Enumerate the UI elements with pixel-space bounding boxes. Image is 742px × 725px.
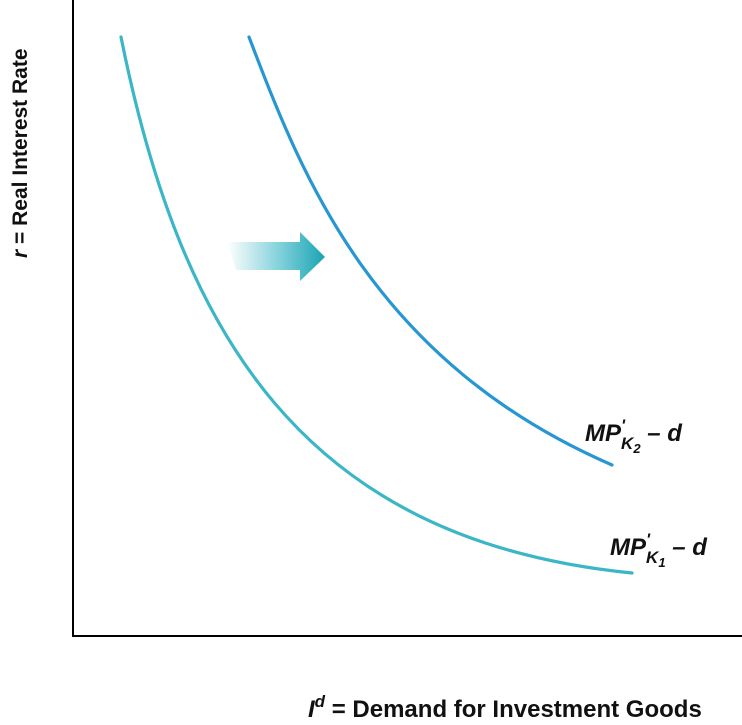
shift-right-arrow — [227, 232, 325, 281]
curve-label-k1-sub-letter: K — [646, 548, 660, 567]
curve-label-k1: MP' K1 – d — [610, 530, 708, 570]
y-axis-text: = Real Interest Rate — [9, 48, 32, 249]
curve-label-k1-main: MP — [610, 534, 647, 561]
x-axis-superscript: d — [315, 692, 326, 711]
curve-label-k2: MP' K2 – d — [585, 416, 683, 456]
curve-label-k2-sub-letter: K — [621, 434, 635, 453]
y-axis-variable: r — [9, 248, 32, 258]
curve-label-k2-tail: – d — [641, 420, 684, 447]
curve-label-k1-prime: ' — [646, 530, 651, 549]
curve-label-k1-sub-digit: 1 — [658, 555, 665, 570]
curve-label-k2-sub-digit: 2 — [632, 441, 641, 456]
y-axis-label: r = Real Interest Rate — [9, 48, 32, 258]
x-axis-label: Id = Demand for Investment Goods — [308, 692, 702, 723]
curve-label-k2-main: MP — [585, 420, 622, 447]
curve-label-k2-prime: ' — [621, 416, 626, 435]
curve-mpk1 — [119, 35, 634, 575]
x-axis-text: = Demand for Investment Goods — [325, 696, 702, 723]
curve-mpk2 — [247, 35, 614, 467]
x-axis-variable: I — [308, 696, 316, 723]
curve-label-k1-tail: – d — [666, 534, 709, 561]
